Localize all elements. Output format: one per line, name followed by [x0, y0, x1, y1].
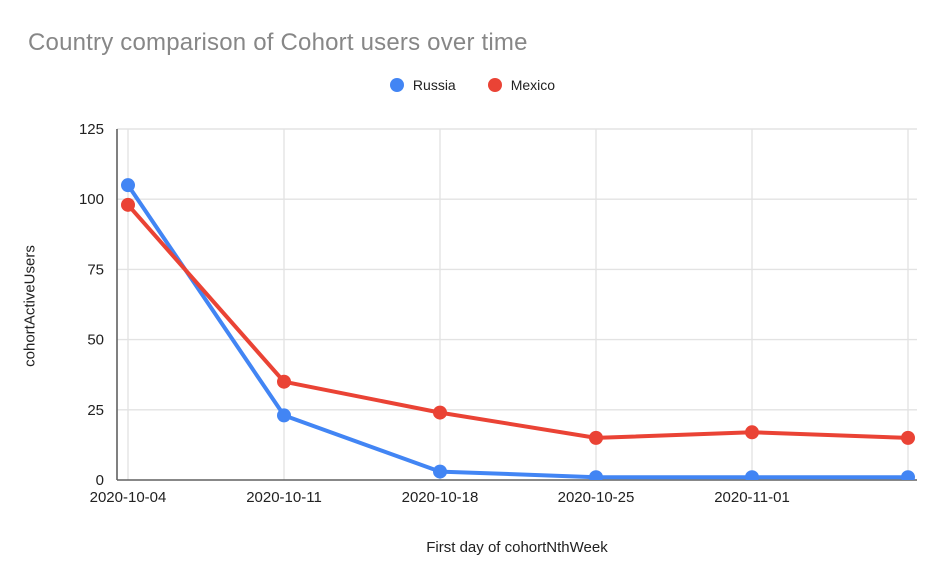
series-line-mexico	[126, 202, 910, 440]
legend-dot-mexico-icon	[487, 78, 502, 92]
legend-label-mexico: Mexico	[510, 77, 556, 93]
series-line-russia	[126, 183, 910, 480]
x-tick-label: 2020-10-25	[558, 489, 635, 506]
legend-item-russia[interactable]: Russia	[389, 77, 456, 93]
legend-dot-russia-icon	[389, 78, 404, 92]
y-tick-label: 25	[87, 402, 104, 419]
x-tick-label: 2020-10-18	[402, 489, 479, 506]
data-point-russia[interactable]	[589, 470, 603, 484]
x-tick-label: 2020-11-01	[714, 489, 790, 506]
chart-legend: Russia Mexico	[0, 77, 945, 93]
data-point-mexico[interactable]	[745, 425, 759, 440]
data-point-mexico[interactable]	[121, 197, 135, 212]
y-tick-label: 75	[87, 261, 104, 278]
data-point-mexico[interactable]	[589, 430, 603, 445]
data-point-mexico[interactable]	[433, 405, 447, 420]
legend-label-russia: Russia	[412, 77, 456, 93]
y-tick-label: 100	[79, 191, 104, 208]
y-tick-label: 50	[87, 332, 104, 349]
y-tick-label: 0	[96, 472, 104, 489]
x-tick-label: 2020-10-04	[90, 489, 167, 506]
x-tick-label: 2020-10-11	[246, 489, 322, 506]
data-point-mexico[interactable]	[901, 430, 915, 445]
y-tick-label: 125	[79, 121, 104, 138]
data-point-mexico[interactable]	[277, 374, 291, 389]
chart-title: Country comparison of Cohort users over …	[28, 29, 528, 56]
data-point-russia[interactable]	[433, 464, 447, 479]
data-point-russia[interactable]	[745, 470, 759, 484]
data-point-russia[interactable]	[277, 408, 291, 423]
data-point-russia[interactable]	[121, 178, 135, 193]
legend-item-mexico[interactable]: Mexico	[487, 77, 556, 93]
x-axis-title: First day of cohortNthWeek	[426, 539, 608, 556]
data-point-russia[interactable]	[901, 470, 915, 484]
